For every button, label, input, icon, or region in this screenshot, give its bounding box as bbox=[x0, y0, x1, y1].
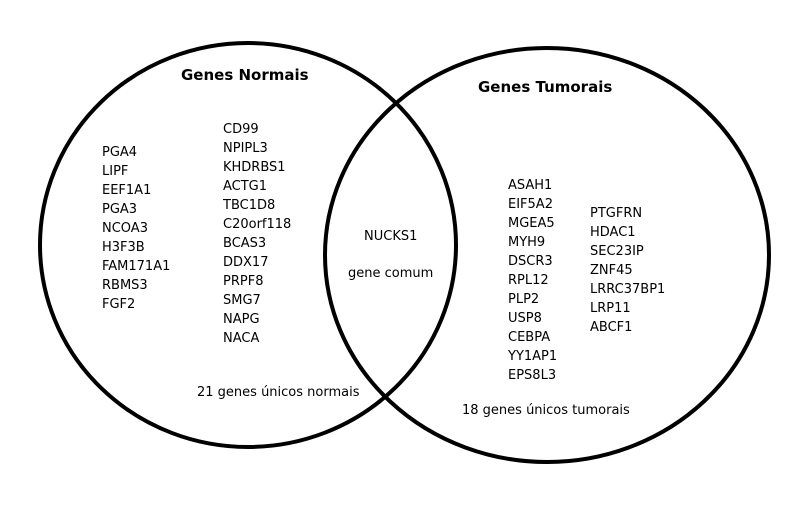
gene-item: PGA3 bbox=[102, 202, 138, 217]
gene-item: YY1AP1 bbox=[508, 349, 558, 364]
gene-item: BCAS3 bbox=[223, 236, 267, 251]
gene-item: PGA4 bbox=[102, 145, 138, 160]
gene-item: MYH9 bbox=[508, 235, 546, 250]
common-gene-label: gene comum bbox=[348, 266, 434, 281]
gene-item: NAPG bbox=[223, 312, 260, 327]
gene-item: NPIPL3 bbox=[223, 141, 268, 156]
gene-item: ZNF45 bbox=[590, 263, 633, 278]
normal-unique-count: 21 genes únicos normais bbox=[197, 385, 360, 400]
normal-genes-title: Genes Normais bbox=[181, 66, 309, 84]
gene-item: EEF1A1 bbox=[102, 183, 152, 198]
gene-item: CD99 bbox=[223, 122, 259, 137]
tumor-genes-circle bbox=[323, 46, 771, 464]
gene-item: LRRC37BP1 bbox=[590, 282, 666, 297]
gene-item: ACTG1 bbox=[223, 179, 268, 194]
gene-item: CEBPA bbox=[508, 330, 551, 345]
gene-item: RPL12 bbox=[508, 273, 549, 288]
gene-item: EPS8L3 bbox=[508, 368, 557, 383]
gene-item: SEC23IP bbox=[590, 244, 644, 259]
gene-item: ABCF1 bbox=[590, 320, 633, 335]
gene-item: TBC1D8 bbox=[223, 198, 276, 213]
tumor-genes-title: Genes Tumorais bbox=[478, 78, 613, 96]
gene-item: SMG7 bbox=[223, 293, 261, 308]
gene-item: H3F3B bbox=[102, 240, 145, 255]
gene-item: DDX17 bbox=[223, 255, 269, 270]
gene-item: PRPF8 bbox=[223, 274, 264, 289]
gene-item: MGEA5 bbox=[508, 216, 555, 231]
gene-item: KHDRBS1 bbox=[223, 160, 286, 175]
gene-item: LRP11 bbox=[590, 301, 631, 316]
gene-item: ASAH1 bbox=[508, 178, 553, 193]
normal-genes-list-2: CD99 NPIPL3 KHDRBS1 ACTG1 TBC1D8 C20orf118 BCA… bbox=[223, 120, 291, 348]
tumor-unique-count: 18 genes únicos tumorais bbox=[462, 403, 630, 418]
tumor-genes-list-2: PTGFRN HDAC1 SEC23IP ZNF45 LRRC37BP1 LRP11 ABC… bbox=[590, 204, 665, 337]
gene-item: LIPF bbox=[102, 164, 129, 179]
normal-genes-list-1: PGA4 LIPF EEF1A1 PGA3 NCOA3 H3F3B FAM171A1 RBMS… bbox=[102, 143, 170, 314]
gene-item: DSCR3 bbox=[508, 254, 553, 269]
gene-item: C20orf118 bbox=[223, 217, 292, 232]
gene-item: HDAC1 bbox=[590, 225, 636, 240]
gene-item: USP8 bbox=[508, 311, 542, 326]
gene-item: EIF5A2 bbox=[508, 197, 553, 212]
gene-item: FGF2 bbox=[102, 297, 136, 312]
tumor-genes-list-1: ASAH1 EIF5A2 MGEA5 MYH9 DSCR3 RPL12 PLP2 USP8 CE… bbox=[508, 176, 557, 385]
gene-item: NCOA3 bbox=[102, 221, 148, 236]
gene-item: NACA bbox=[223, 331, 260, 346]
gene-item: RBMS3 bbox=[102, 278, 148, 293]
common-gene: NUCKS1 bbox=[364, 229, 418, 244]
gene-item: FAM171A1 bbox=[102, 259, 171, 274]
normal-genes-circle bbox=[38, 41, 458, 449]
gene-item: PLP2 bbox=[508, 292, 540, 307]
gene-item: PTGFRN bbox=[590, 206, 643, 221]
